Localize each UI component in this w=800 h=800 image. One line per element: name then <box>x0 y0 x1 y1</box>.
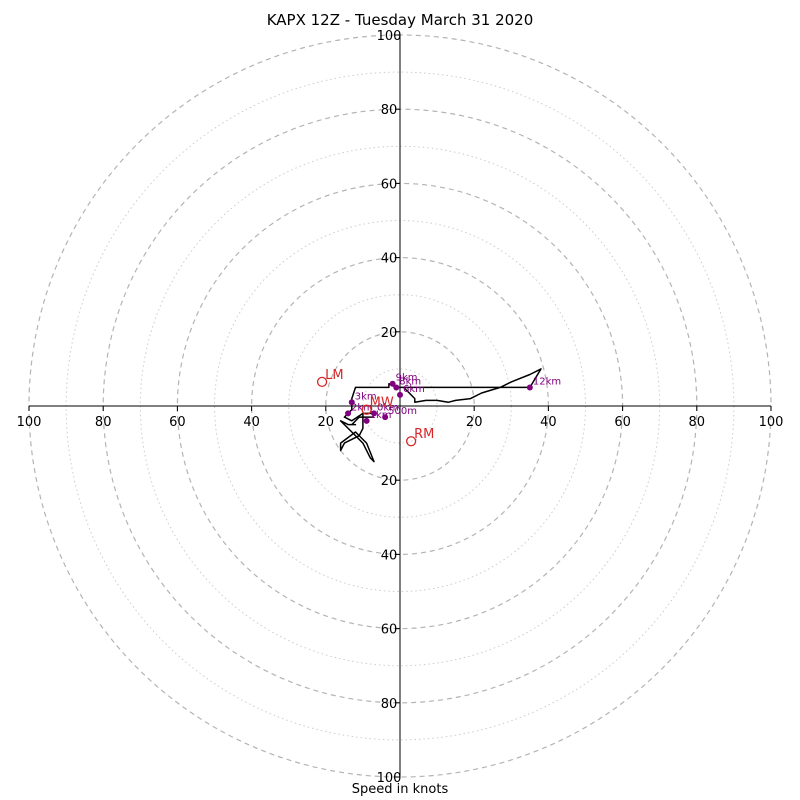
y-tick-label: 100 <box>377 29 402 44</box>
x-tick-label: 20 <box>318 415 335 430</box>
height-point <box>371 410 378 417</box>
x-tick-label: 40 <box>243 415 260 430</box>
tick-labels: 100 100 80 80 60 60 40 40 20 20 20 20 40 40 60 60 80 80 10… <box>17 29 784 786</box>
height-point-label: 9km <box>396 373 418 384</box>
storm-motion-marker <box>361 404 372 415</box>
height-point <box>348 399 355 406</box>
x-axis-label: Speed in knots <box>351 782 449 797</box>
y-tick-label: 100 <box>377 771 402 786</box>
height-point-label: 6km <box>403 384 425 395</box>
height-point <box>345 410 352 417</box>
storm-motion-label: LM <box>325 368 343 383</box>
height-point <box>393 384 400 391</box>
height-point <box>526 384 533 391</box>
y-tick-label: 40 <box>381 252 398 267</box>
x-tick-label: 80 <box>689 415 706 430</box>
x-tick-label: 40 <box>540 415 557 430</box>
y-tick-label: 40 <box>381 548 398 563</box>
storm-motion-marker <box>405 436 417 447</box>
height-point-label: 3km <box>355 391 377 402</box>
chart-title: KAPX 12Z - Tuesday March 31 2020 <box>266 11 534 29</box>
storm-motion-markers: LM RM MW <box>316 368 434 447</box>
height-point-label: 0km <box>377 402 399 413</box>
x-tick-label: 60 <box>614 415 631 430</box>
x-tick-label: 60 <box>169 415 186 430</box>
y-tick-label: 20 <box>381 326 398 341</box>
y-tick-label: 20 <box>381 474 398 489</box>
hodograph-line <box>339 413 375 463</box>
storm-motion-label: MW <box>370 396 394 411</box>
height-point <box>397 391 403 398</box>
height-point-label: 8km <box>399 376 421 387</box>
hodograph-line <box>343 368 542 422</box>
storm-motion-marker <box>316 376 328 388</box>
y-tick-label: 80 <box>381 697 398 712</box>
x-tick-label: 20 <box>466 415 483 430</box>
hodograph-trace <box>339 368 542 463</box>
y-tick-label: 60 <box>381 623 398 638</box>
x-tick-label: 100 <box>17 415 42 430</box>
x-tick-label: 100 <box>759 415 784 430</box>
storm-motion-label: RM <box>414 427 434 442</box>
height-point <box>363 417 370 424</box>
height-point-label: 500m <box>388 406 417 417</box>
y-tick-label: 60 <box>381 177 398 192</box>
height-point <box>389 380 396 387</box>
x-tick-label: 80 <box>95 415 112 430</box>
y-tick-label: 80 <box>381 103 398 118</box>
axes <box>29 35 771 777</box>
height-point <box>382 414 389 421</box>
height-point-label: 12km <box>533 376 561 387</box>
height-point-label: 1km <box>370 410 392 421</box>
